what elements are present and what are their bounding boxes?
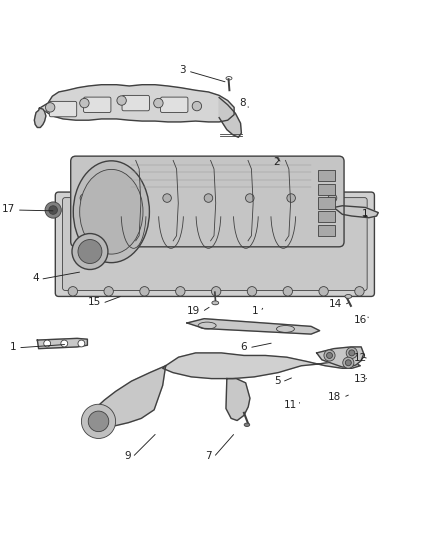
Ellipse shape [73, 161, 149, 263]
Circle shape [81, 404, 116, 439]
Circle shape [204, 194, 213, 203]
Circle shape [80, 99, 89, 108]
FancyBboxPatch shape [63, 198, 367, 290]
FancyBboxPatch shape [55, 192, 374, 296]
Circle shape [328, 194, 337, 203]
Text: 9: 9 [124, 451, 131, 462]
Circle shape [324, 350, 335, 361]
Circle shape [49, 206, 57, 214]
Circle shape [246, 194, 254, 203]
Polygon shape [226, 378, 250, 421]
Text: 4: 4 [32, 273, 39, 284]
Polygon shape [92, 366, 166, 426]
Circle shape [68, 287, 78, 296]
Text: 6: 6 [241, 342, 247, 352]
Polygon shape [317, 347, 364, 367]
FancyBboxPatch shape [71, 156, 344, 247]
Circle shape [163, 194, 171, 203]
Circle shape [117, 96, 126, 105]
Text: 7: 7 [205, 451, 212, 462]
Text: 16: 16 [354, 314, 367, 325]
Ellipse shape [212, 301, 219, 305]
Circle shape [44, 340, 51, 347]
Circle shape [349, 350, 355, 356]
Bar [318, 224, 335, 236]
Circle shape [355, 287, 364, 296]
Circle shape [46, 103, 55, 112]
Bar [318, 211, 335, 222]
Circle shape [287, 194, 295, 203]
Circle shape [176, 287, 185, 296]
FancyBboxPatch shape [84, 97, 111, 112]
Polygon shape [39, 85, 234, 122]
Text: 3: 3 [180, 65, 186, 75]
Circle shape [343, 357, 354, 368]
Bar [318, 170, 335, 181]
Ellipse shape [244, 423, 250, 426]
Circle shape [80, 194, 88, 203]
Text: 17: 17 [2, 204, 15, 214]
Text: 15: 15 [88, 297, 101, 308]
FancyBboxPatch shape [161, 97, 188, 112]
Polygon shape [34, 108, 46, 127]
Text: 1: 1 [252, 306, 259, 316]
Circle shape [104, 287, 113, 296]
FancyBboxPatch shape [49, 101, 77, 117]
Text: 13: 13 [354, 374, 367, 384]
Text: 14: 14 [329, 299, 343, 309]
Circle shape [326, 352, 332, 359]
Circle shape [72, 233, 108, 270]
Polygon shape [219, 98, 241, 138]
Circle shape [154, 99, 163, 108]
Polygon shape [334, 206, 378, 218]
Text: 1: 1 [361, 209, 368, 219]
Text: 8: 8 [240, 98, 246, 108]
Text: 12: 12 [354, 353, 367, 363]
Text: 19: 19 [187, 306, 200, 316]
Circle shape [319, 287, 328, 296]
Ellipse shape [80, 169, 143, 254]
Ellipse shape [345, 295, 352, 298]
Text: 11: 11 [284, 400, 297, 410]
Circle shape [78, 340, 85, 347]
Circle shape [345, 360, 351, 366]
Polygon shape [37, 338, 88, 349]
Text: 1: 1 [10, 342, 16, 352]
Polygon shape [187, 319, 320, 334]
Circle shape [61, 340, 68, 347]
Circle shape [45, 202, 61, 218]
Circle shape [140, 287, 149, 296]
Circle shape [78, 239, 102, 263]
Bar [318, 184, 335, 195]
Circle shape [88, 411, 109, 432]
Text: 18: 18 [328, 392, 342, 401]
Text: 2: 2 [274, 157, 280, 167]
Circle shape [121, 194, 130, 203]
Bar [318, 197, 335, 208]
Circle shape [346, 348, 357, 359]
Circle shape [212, 287, 221, 296]
Circle shape [283, 287, 293, 296]
Circle shape [192, 101, 201, 111]
FancyBboxPatch shape [122, 95, 149, 111]
Circle shape [247, 287, 257, 296]
Text: 5: 5 [274, 376, 280, 386]
Polygon shape [162, 353, 360, 378]
